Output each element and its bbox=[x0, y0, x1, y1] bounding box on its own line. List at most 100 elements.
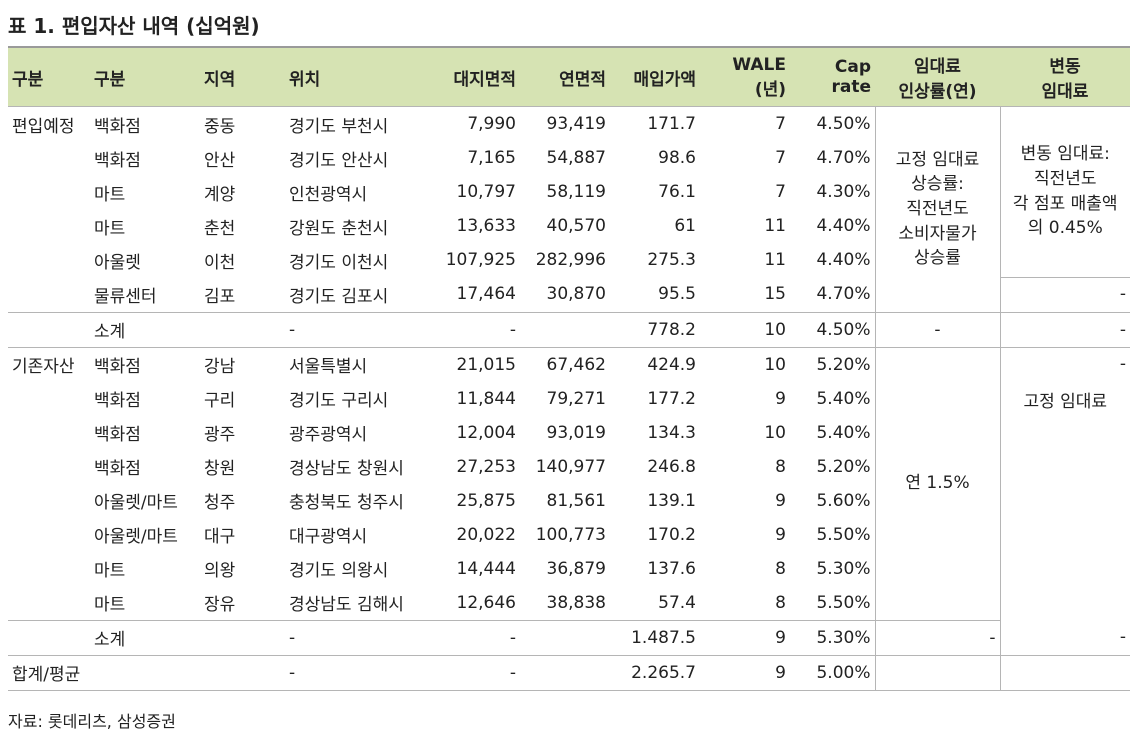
rent-increase: 연 1.5% bbox=[874, 347, 1000, 621]
subtotal-cell: - bbox=[430, 620, 520, 656]
data-cell: 54,887 bbox=[520, 141, 610, 175]
subtotal-cell: 1.487.5 bbox=[610, 620, 700, 656]
data-cell: 대구 bbox=[200, 518, 285, 552]
cell-text: 춘천 bbox=[204, 218, 236, 239]
cell-text: 지역 bbox=[204, 69, 236, 90]
data-row: 마트 춘천 강원도 춘천시 13,633 40,570 61 11 4.40% bbox=[8, 209, 1130, 243]
group-label bbox=[8, 518, 90, 552]
data-cell: 백화점 bbox=[90, 107, 200, 142]
cell-text: 12,004 bbox=[456, 422, 516, 443]
cell-text: 139.1 bbox=[647, 490, 696, 511]
data-cell: 구리 bbox=[200, 382, 285, 416]
cell-text: 11 bbox=[764, 216, 786, 236]
total-cell: 9 bbox=[700, 655, 790, 691]
cell-text: 소비자물가 bbox=[898, 223, 977, 244]
data-cell: 의왕 bbox=[200, 552, 285, 586]
total-cell: 2.265.7 bbox=[610, 655, 700, 691]
cell-text: 김포 bbox=[204, 286, 236, 307]
data-cell: 경기도 이천시 bbox=[285, 243, 430, 277]
cell-text: 광주광역시 bbox=[289, 425, 368, 445]
cell-text: 7 bbox=[775, 148, 786, 168]
data-cell: 경기도 김포시 bbox=[285, 277, 430, 313]
data-cell: 계양 bbox=[200, 175, 285, 209]
subtotal-cell bbox=[520, 620, 610, 656]
cell-text: 경기도 김포시 bbox=[289, 286, 389, 307]
subtotal-cell bbox=[200, 620, 285, 656]
cell-text: 고정 임대료 bbox=[895, 149, 980, 170]
cell-text: 각 점포 매출액 bbox=[1012, 193, 1118, 214]
cell-text: 마트 bbox=[94, 184, 126, 205]
cell-text: 광주 bbox=[204, 425, 236, 445]
data-row: 물류센터 김포 경기도 김포시 17,464 30,870 95.5 15 4.70% - bbox=[8, 277, 1130, 313]
cell-text: 5.30% bbox=[816, 627, 871, 648]
data-cell: 36,879 bbox=[520, 552, 610, 586]
data-cell: 9 bbox=[700, 382, 790, 416]
group-label bbox=[8, 552, 90, 586]
cell-text: 9 bbox=[775, 662, 786, 683]
cell-text: 충청북도 청주시 bbox=[289, 493, 404, 513]
cell-text: 107,925 bbox=[445, 250, 516, 270]
cell-text: 백화점 bbox=[94, 391, 141, 411]
cell-text: 170.2 bbox=[647, 524, 696, 545]
cell-text: (년) bbox=[754, 79, 786, 100]
data-cell: 95.5 bbox=[610, 277, 700, 313]
data-cell: 139.1 bbox=[610, 484, 700, 518]
data-cell: 4.70% bbox=[790, 277, 875, 313]
cell-text: 7,165 bbox=[467, 148, 516, 168]
data-cell: 광주광역시 bbox=[285, 416, 430, 450]
cell-text: 연 1.5% bbox=[905, 473, 970, 494]
cell-text: 93,419 bbox=[546, 114, 606, 134]
cell-text: 아울렛/마트 bbox=[94, 527, 178, 547]
data-cell: 백화점 bbox=[90, 450, 200, 484]
data-cell: 마트 bbox=[90, 552, 200, 586]
cell-text: 안산 bbox=[204, 150, 236, 171]
total-cell: - bbox=[285, 655, 430, 691]
cell-text: 30,870 bbox=[546, 284, 606, 305]
cell-text: 4.70% bbox=[816, 148, 871, 168]
group-label bbox=[8, 209, 90, 243]
data-cell: 아울렛/마트 bbox=[90, 518, 200, 552]
cell-text: 5.20% bbox=[816, 456, 871, 477]
variable-rent-subtotal: - bbox=[999, 620, 1130, 656]
data-cell: 7 bbox=[700, 141, 790, 175]
cell-text: 고정 임대료 bbox=[1023, 391, 1108, 412]
subtotal-cell: - bbox=[285, 312, 430, 348]
cell-text: 물류센터 bbox=[94, 286, 157, 307]
cell-text: 246.8 bbox=[647, 456, 696, 477]
data-cell: 177.2 bbox=[610, 382, 700, 416]
data-cell: 경상남도 창원시 bbox=[285, 450, 430, 484]
cell-text: 상승률: bbox=[911, 174, 964, 195]
data-cell: 282,996 bbox=[520, 243, 610, 277]
data-cell: 5.50% bbox=[790, 518, 875, 552]
cell-text: 5.00% bbox=[816, 662, 871, 683]
cell-text: 경기도 구리시 bbox=[289, 391, 389, 411]
data-cell: 57.4 bbox=[610, 585, 700, 621]
header-cell: 구분 bbox=[90, 46, 200, 107]
cell-text: - bbox=[509, 662, 516, 683]
cell-text: 20,022 bbox=[456, 524, 516, 545]
cell-text: 백화점 bbox=[94, 459, 141, 479]
variable-rent: - bbox=[999, 277, 1130, 313]
data-row: 아울렛/마트 대구 대구광역시 20,022 100,773 170.2 9 5.50% bbox=[8, 518, 1130, 552]
data-cell: 5.40% bbox=[790, 416, 875, 450]
cell-text: 4.50% bbox=[816, 319, 871, 340]
subtotal-cell: - bbox=[285, 620, 430, 656]
cell-text: 7 bbox=[775, 114, 786, 134]
total-row: 합계/평균 - - 2.265.7 9 5.00% bbox=[8, 655, 1130, 691]
total-cell: - bbox=[430, 655, 520, 691]
subtotal-cell: 4.50% bbox=[790, 312, 875, 348]
cell-text: 5.30% bbox=[816, 558, 871, 579]
cell-text: 8 bbox=[775, 558, 786, 579]
data-cell: 58,119 bbox=[520, 175, 610, 209]
cell-text: 경상남도 김해시 bbox=[289, 595, 404, 615]
data-cell: 백화점 bbox=[90, 347, 200, 382]
cell-text: 인천광역시 bbox=[289, 184, 368, 205]
asset-table: 구분 구분 지역 위치 대지면적 연면적 매입가액 WALE (년) Cap rate 임대료 인상률… bbox=[8, 46, 1130, 691]
subtotal-cell: - bbox=[430, 312, 520, 348]
header-cell: 지역 bbox=[200, 46, 285, 107]
cell-text: 강원도 춘천시 bbox=[289, 218, 389, 239]
cell-text: 경상남도 창원시 bbox=[289, 459, 404, 479]
data-cell: 경기도 의왕시 bbox=[285, 552, 430, 586]
cell-text: 마트 bbox=[94, 218, 126, 239]
subtotal-cell bbox=[8, 620, 90, 656]
